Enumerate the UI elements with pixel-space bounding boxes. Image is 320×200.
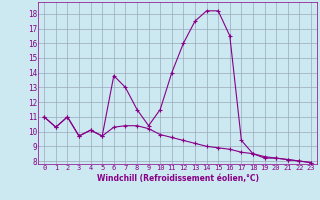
X-axis label: Windchill (Refroidissement éolien,°C): Windchill (Refroidissement éolien,°C) bbox=[97, 174, 259, 183]
